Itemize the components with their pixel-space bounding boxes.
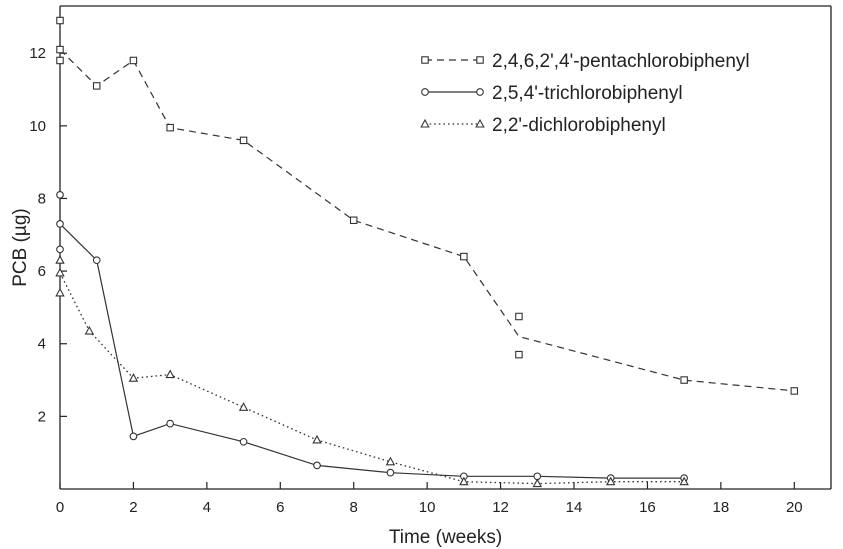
data-point [680, 376, 688, 384]
x-tick-label: 20 [786, 499, 803, 516]
legend-marker [421, 56, 429, 64]
data-point [532, 478, 543, 488]
data-point [312, 434, 322, 444]
data-point [128, 373, 139, 382]
legend-entry: 2,5,4'-trichlorobiphenyl [421, 83, 683, 104]
legend-label: 2,4,6,2',4'-pentachlorobiphenyl [492, 51, 750, 72]
data-point [165, 369, 175, 379]
y-tick-label: 12 [29, 45, 46, 62]
data-point [129, 56, 138, 65]
legend-entry: 2,4,6,2',4'-pentachlorobiphenyl [421, 51, 750, 72]
y-tick-label: 4 [38, 336, 46, 353]
x-tick-label: 2 [129, 499, 137, 516]
data-point [679, 476, 689, 486]
legend-label: 2,5,4'-trichlorobiphenyl [492, 83, 683, 104]
x-tick-label: 6 [276, 499, 284, 516]
data-point [56, 245, 64, 254]
data-point [166, 123, 174, 132]
y-tick-label: 6 [38, 263, 46, 280]
legend-marker [421, 88, 429, 96]
series-line [59, 223, 685, 479]
data-point [605, 476, 616, 486]
data-point [515, 350, 523, 359]
data-point [84, 325, 95, 335]
data-point [56, 220, 64, 228]
x-tick-label: 10 [419, 499, 436, 516]
x-axis-title: Time (weeks) [389, 527, 502, 548]
legend-label: 2,2'-dichlorobiphenyl [492, 115, 666, 136]
series-3 [55, 255, 689, 488]
data-point [313, 461, 321, 470]
data-point [385, 456, 396, 466]
x-tick-label: 18 [713, 499, 730, 516]
data-point [56, 56, 64, 65]
series [55, 16, 799, 488]
tick-marks: 0 2 4 6 8 10 12 14 16 18 20 2 4 6 8 10 12 [29, 45, 802, 516]
series-line [59, 272, 685, 485]
data-point [92, 82, 101, 90]
data-point [386, 468, 395, 477]
series-line [59, 49, 795, 392]
data-point [349, 216, 358, 225]
data-point [92, 256, 101, 265]
x-tick-label: 14 [566, 499, 583, 516]
x-tick-label: 4 [203, 499, 211, 516]
data-point [790, 387, 799, 395]
data-point [56, 45, 64, 54]
data-point [55, 255, 65, 264]
legend: 2,4,6,2',4'-pentachlorobiphenyl 2,5,4'-tr… [420, 51, 750, 136]
x-tick-label: 8 [350, 499, 358, 516]
data-point [129, 432, 138, 441]
legend-entry: 2,2'-dichlorobiphenyl [420, 115, 666, 136]
legend-marker [476, 56, 484, 64]
x-tick-label: 12 [492, 499, 509, 516]
y-tick-label: 2 [38, 408, 46, 425]
data-point [515, 312, 523, 321]
data-point [55, 287, 65, 297]
legend-marker [476, 88, 484, 96]
x-tick-label: 16 [639, 499, 656, 516]
y-tick-label: 8 [38, 190, 46, 207]
data-point [460, 252, 468, 261]
data-point [239, 136, 248, 145]
y-tick-label: 10 [29, 118, 46, 135]
data-point [238, 402, 249, 411]
legend-marker [475, 118, 485, 128]
x-tick-label: 0 [56, 499, 64, 516]
data-point [55, 267, 65, 277]
data-point [459, 476, 469, 486]
data-point [239, 437, 248, 446]
data-point [166, 419, 174, 428]
data-point [56, 190, 64, 199]
series-1 [56, 16, 799, 395]
series-2 [56, 190, 688, 482]
legend-marker [420, 118, 430, 128]
data-point [56, 16, 64, 25]
y-axis-title: PCB (µg) [10, 208, 31, 287]
axes [59, 5, 832, 490]
